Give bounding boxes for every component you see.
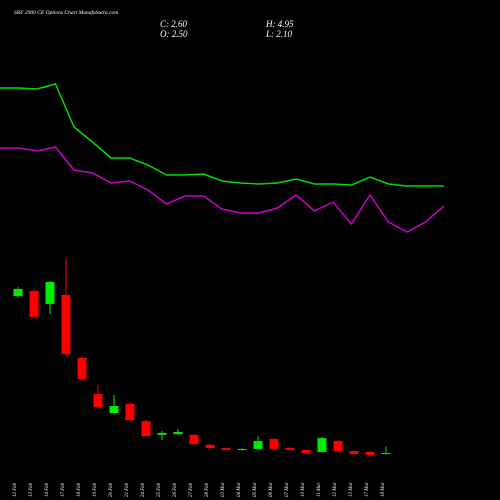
candle-body	[93, 394, 103, 408]
candle-body	[77, 357, 87, 379]
line-series	[0, 83, 444, 187]
x-tick-label: 14 Feb	[45, 482, 50, 497]
candle-body	[29, 290, 39, 317]
candle-body	[317, 438, 327, 452]
x-tick-label: 13 Feb	[29, 482, 34, 497]
x-tick-label: 26 Feb	[173, 482, 178, 497]
x-tick-label: 18 Feb	[77, 482, 82, 497]
x-tick-label: 10 Mar	[301, 482, 306, 497]
x-tick-label: 17 Mar	[365, 482, 370, 497]
x-tick-label: 12 Mar	[333, 482, 338, 497]
candle-body	[237, 448, 247, 451]
candle-body	[109, 405, 119, 414]
candle-body	[125, 404, 135, 421]
candle-body	[381, 452, 391, 454]
close-label: C: 2.60	[160, 19, 188, 29]
candle-body	[45, 282, 55, 304]
high-label: H: 4.95	[265, 19, 294, 29]
x-tick-label: 21 Feb	[125, 482, 130, 497]
candle-body	[253, 441, 263, 449]
x-tick-label: 07 Mar	[285, 482, 290, 497]
x-tick-label: 19 Feb	[93, 482, 98, 497]
open-label: O: 2.50	[160, 29, 188, 39]
x-tick-label: 24 Feb	[141, 482, 146, 497]
x-tick-label: 13 Mar	[349, 482, 354, 497]
line-series	[0, 146, 445, 233]
x-tick-label: 28 Feb	[205, 482, 210, 497]
candle-body	[157, 432, 167, 435]
candle-body	[333, 441, 343, 452]
x-tick-label: 06 Mar	[269, 482, 274, 497]
x-tick-label: 04 Mar	[237, 482, 242, 497]
x-tick-label: 17 Feb	[61, 482, 66, 497]
x-tick-label: 05 Mar	[253, 482, 258, 497]
x-tick-label: 20 Feb	[109, 482, 114, 497]
candle-body	[301, 450, 311, 453]
x-tick-label: 27 Feb	[189, 482, 194, 497]
candle-body	[13, 289, 23, 297]
candle-body	[349, 451, 359, 455]
candle-body	[365, 451, 375, 455]
candle-body	[189, 434, 199, 445]
chart-title: SRF 2900 CE Options Chart MunafaSutra.co…	[14, 9, 118, 16]
candle-body	[269, 438, 279, 449]
low-label: L: 2.10	[265, 29, 293, 39]
candle-body	[173, 431, 183, 435]
candle-body	[205, 444, 215, 449]
x-tick-label: 03 Mar	[221, 482, 226, 497]
x-tick-label: 25 Feb	[157, 482, 162, 497]
candle-body	[141, 421, 151, 436]
x-tick-label: 11 Mar	[317, 482, 322, 497]
candle-body	[221, 448, 231, 451]
x-tick-label: 12 Feb	[13, 482, 18, 497]
candle-body	[285, 448, 295, 451]
x-tick-label: 18 Mar	[381, 482, 386, 497]
candle-body	[61, 294, 71, 354]
